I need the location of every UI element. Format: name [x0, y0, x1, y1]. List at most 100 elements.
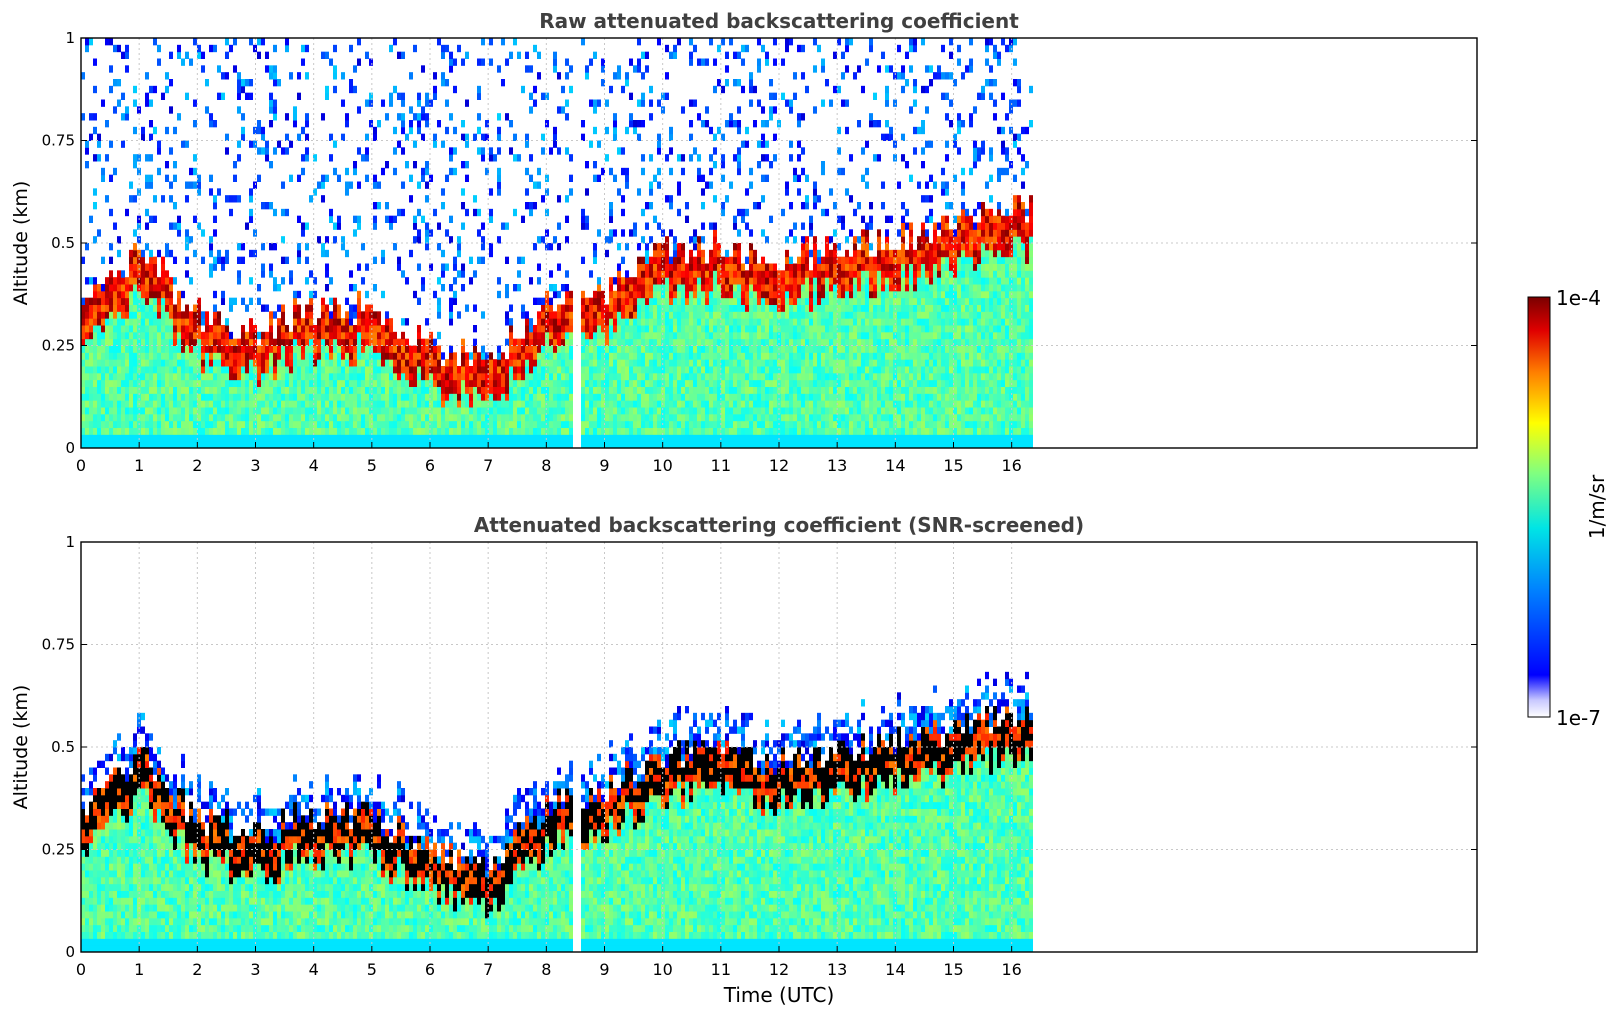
- heatmap-cell: [649, 270, 653, 278]
- heatmap-cell: [337, 215, 341, 223]
- heatmap-cell: [373, 202, 377, 210]
- heatmap-cell: [625, 400, 629, 408]
- heatmap-cell: [333, 359, 337, 367]
- heatmap-cell: [117, 304, 121, 312]
- heatmap-cell: [729, 277, 733, 285]
- heatmap-cell: [485, 400, 489, 408]
- heatmap-cell: [429, 413, 433, 422]
- heatmap-cell: [297, 352, 301, 360]
- heatmap-cell: [657, 249, 661, 258]
- heatmap-cell: [149, 331, 153, 340]
- heatmap-cell: [209, 338, 213, 346]
- heatmap-cell: [477, 372, 481, 381]
- heatmap-cell: [769, 318, 773, 326]
- heatmap-cell: [397, 441, 401, 448]
- heatmap-cell: [753, 297, 757, 305]
- heatmap-cell: [421, 113, 425, 121]
- heatmap-cell: [789, 420, 793, 428]
- heatmap-cell: [205, 352, 209, 360]
- heatmap-cell: [465, 420, 469, 428]
- heatmap-cell: [473, 133, 477, 141]
- heatmap-cell: [169, 318, 173, 326]
- heatmap-cell: [645, 222, 649, 230]
- heatmap-cell: [217, 407, 221, 415]
- heatmap-cell: [465, 372, 469, 381]
- heatmap-cell: [593, 420, 597, 428]
- heatmap-cell: [217, 400, 221, 408]
- heatmap-cell: [785, 434, 789, 442]
- heatmap-cell: [213, 318, 217, 326]
- heatmap-cell: [761, 427, 765, 435]
- heatmap-cell: [589, 420, 593, 428]
- heatmap-cell: [385, 318, 389, 326]
- heatmap-cell: [353, 427, 357, 435]
- heatmap-cell: [765, 372, 769, 381]
- heatmap-cell: [649, 420, 653, 428]
- heatmap-cell: [705, 277, 709, 285]
- heatmap-cell: [721, 400, 725, 408]
- heatmap-cell: [761, 284, 765, 292]
- heatmap-cell: [161, 359, 165, 367]
- heatmap-cell: [149, 277, 153, 285]
- heatmap-cell: [481, 38, 485, 46]
- heatmap-cell: [369, 393, 373, 401]
- heatmap-cell: [105, 290, 109, 299]
- heatmap-cell: [645, 352, 649, 360]
- heatmap-cell: [93, 372, 97, 381]
- heatmap-cell: [621, 359, 625, 367]
- heatmap-cell: [473, 400, 477, 408]
- heatmap-cell: [661, 297, 665, 305]
- heatmap-cell: [105, 434, 109, 442]
- heatmap-cell: [261, 243, 265, 251]
- heatmap-cell: [445, 126, 449, 135]
- heatmap-cell: [721, 427, 725, 435]
- heatmap-cell: [381, 325, 385, 333]
- heatmap-cell: [217, 386, 221, 394]
- heatmap-cell: [629, 359, 633, 367]
- heatmap-cell: [81, 331, 85, 340]
- heatmap-cell: [393, 147, 397, 155]
- heatmap-cell: [221, 413, 225, 422]
- heatmap-cell: [481, 407, 485, 415]
- heatmap-cell: [657, 181, 661, 189]
- heatmap-cell: [497, 441, 501, 448]
- heatmap-cell: [321, 345, 325, 353]
- heatmap-cell: [697, 407, 701, 415]
- heatmap-cell: [725, 420, 729, 428]
- heatmap-cell: [169, 284, 173, 292]
- heatmap-cell: [657, 270, 661, 278]
- heatmap-cell: [121, 434, 125, 442]
- heatmap-cell: [489, 420, 493, 428]
- heatmap-cell: [377, 407, 381, 415]
- heatmap-cell: [753, 352, 757, 360]
- heatmap-cell: [585, 386, 589, 394]
- heatmap-cell: [629, 325, 633, 333]
- heatmap-cell: [325, 441, 329, 448]
- heatmap-cell: [237, 359, 241, 367]
- heatmap-cell: [101, 345, 105, 353]
- heatmap-cell: [145, 99, 149, 107]
- heatmap-cell: [649, 318, 653, 326]
- heatmap-cell: [181, 331, 185, 340]
- heatmap-cell: [425, 318, 429, 326]
- heatmap-cell: [189, 400, 193, 408]
- heatmap-cell: [401, 113, 405, 121]
- heatmap-cell: [649, 345, 653, 353]
- heatmap-cell: [305, 304, 309, 312]
- heatmap-cell: [545, 420, 549, 428]
- heatmap-cell: [201, 379, 205, 387]
- heatmap-cell: [741, 393, 745, 401]
- heatmap-cell: [125, 400, 129, 408]
- heatmap-cell: [665, 372, 669, 381]
- heatmap-cell: [173, 202, 177, 210]
- heatmap-cell: [449, 154, 453, 162]
- heatmap-cell: [289, 434, 293, 442]
- heatmap-cell: [305, 154, 309, 162]
- heatmap-cell: [645, 318, 649, 326]
- heatmap-cell: [777, 352, 781, 360]
- heatmap-cell: [197, 174, 201, 182]
- heatmap-cell: [421, 215, 425, 223]
- heatmap-cell: [93, 58, 97, 66]
- heatmap-cell: [705, 263, 709, 271]
- heatmap-cell: [513, 345, 517, 353]
